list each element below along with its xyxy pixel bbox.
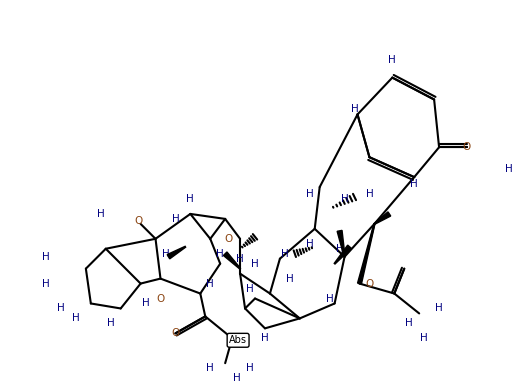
- Polygon shape: [374, 212, 391, 224]
- Polygon shape: [334, 245, 352, 264]
- Text: H: H: [366, 189, 373, 199]
- Text: H: H: [142, 298, 149, 308]
- Text: H: H: [286, 273, 294, 284]
- Text: H: H: [216, 249, 224, 259]
- Text: H: H: [236, 254, 244, 264]
- Text: O: O: [366, 278, 374, 288]
- Text: H: H: [187, 194, 194, 204]
- Text: H: H: [281, 249, 288, 259]
- Text: H: H: [336, 244, 343, 254]
- Text: H: H: [306, 189, 314, 199]
- Text: O: O: [134, 216, 143, 226]
- Text: H: H: [233, 373, 241, 383]
- Text: H: H: [388, 55, 396, 65]
- Text: H: H: [172, 214, 179, 224]
- Text: H: H: [97, 209, 104, 219]
- Text: O: O: [463, 142, 471, 152]
- Text: H: H: [261, 333, 269, 343]
- Text: H: H: [410, 179, 418, 189]
- Text: H: H: [42, 278, 50, 288]
- Text: O: O: [224, 234, 232, 244]
- Text: H: H: [246, 363, 254, 373]
- Text: H: H: [72, 313, 80, 323]
- Polygon shape: [167, 246, 186, 259]
- Text: H: H: [306, 239, 314, 249]
- Text: H: H: [206, 363, 214, 373]
- Text: H: H: [405, 318, 413, 328]
- Text: H: H: [505, 164, 513, 174]
- Text: O: O: [171, 328, 179, 338]
- Text: H: H: [341, 194, 348, 204]
- Text: H: H: [107, 318, 115, 328]
- Text: Abs: Abs: [229, 335, 247, 345]
- Text: H: H: [251, 259, 259, 269]
- Text: H: H: [420, 333, 428, 343]
- Text: H: H: [246, 283, 254, 293]
- Text: O: O: [156, 293, 164, 303]
- Polygon shape: [223, 252, 240, 269]
- Text: H: H: [57, 303, 65, 313]
- Text: H: H: [42, 252, 50, 262]
- Text: H: H: [435, 303, 443, 313]
- Text: H: H: [162, 249, 170, 259]
- Text: H: H: [351, 104, 358, 114]
- Text: H: H: [326, 293, 333, 303]
- Polygon shape: [358, 224, 375, 284]
- Text: H: H: [206, 278, 214, 288]
- Polygon shape: [337, 230, 345, 257]
